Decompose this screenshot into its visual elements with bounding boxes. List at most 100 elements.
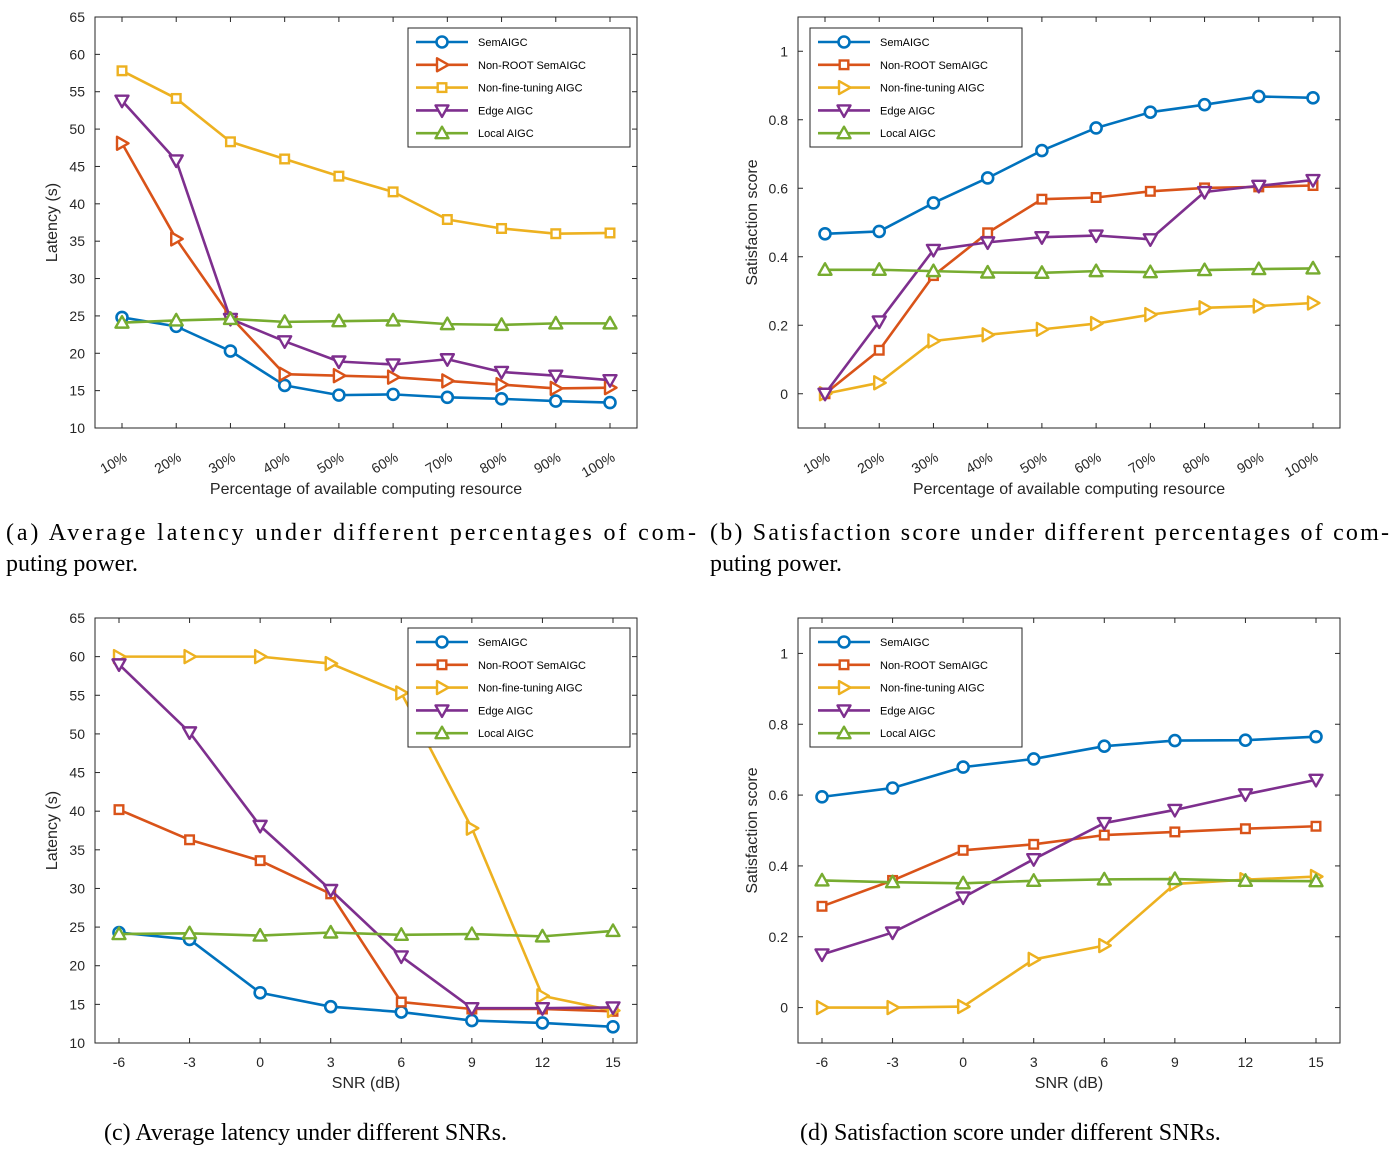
data-point: [1144, 185, 1156, 197]
chart-d: 0 0.2 0.4 0.6 0.8 1 -6 -3 0 3 6 9 12 15 SNR (dB) Satisf…: [744, 617, 1341, 1092]
x-tick-label: 3: [327, 1054, 335, 1070]
y-tick-label: 0.2: [769, 929, 789, 945]
data-point: [332, 388, 346, 402]
series-line: [121, 69, 611, 236]
caption-d: (d) Satisfaction score under different S…: [800, 1120, 1221, 1146]
data-point: [872, 224, 887, 239]
data-point: [323, 883, 339, 898]
series-line: [821, 735, 1317, 799]
data-point: [386, 387, 400, 402]
series-line: [824, 184, 1314, 395]
data-point: [873, 375, 887, 391]
data-point: [1239, 823, 1251, 835]
series-non-fine-tuning-aigc: [815, 868, 1324, 1016]
data-point: [927, 333, 942, 349]
data-point: [393, 950, 409, 965]
series-line: [118, 663, 614, 1010]
data-point: [814, 872, 830, 887]
data-point: [252, 819, 268, 834]
data-point: [925, 263, 942, 278]
data-point: [323, 924, 339, 939]
legend-entry-edge-aigc: Edge AIGC: [880, 705, 935, 717]
x-tick-label: 10%: [97, 449, 129, 477]
y-tick-label: 0.6: [769, 787, 789, 803]
legend-entry-non-fine-tuning-aigc: Non-fine-tuning AIGC: [880, 683, 985, 695]
series-line: [821, 877, 1317, 885]
data-point: [1197, 97, 1212, 112]
x-tick-label: 12: [535, 1054, 551, 1070]
x-tick-label: 50%: [1017, 449, 1049, 477]
legend-marker: [837, 79, 852, 96]
data-point: [815, 790, 829, 804]
y-tick-label: 40: [69, 803, 85, 819]
data-point: [1098, 829, 1110, 841]
data-point: [1169, 826, 1181, 838]
series-non-fine-tuning-aigc: [818, 295, 1321, 402]
plot-area-frame: [797, 16, 1341, 429]
data-point: [1308, 873, 1324, 888]
y-tick-label: 0.4: [769, 858, 789, 874]
data-point: [979, 264, 996, 279]
y-tick-label: 65: [69, 9, 85, 25]
y-tick-label: 25: [69, 308, 85, 324]
legend-marker: [435, 35, 449, 49]
data-point: [1251, 179, 1267, 194]
x-tick-label: 6: [397, 1054, 405, 1070]
data-point: [323, 999, 338, 1014]
y-tick-label: 15: [69, 383, 85, 399]
data-point: [276, 335, 293, 350]
x-tick-label: 100%: [1281, 449, 1320, 481]
data-point: [1026, 852, 1042, 867]
data-point: [550, 228, 562, 240]
series-local-aigc: [814, 871, 1324, 890]
legend-entry-edge-aigc: Edge AIGC: [478, 105, 533, 117]
data-point: [1026, 873, 1042, 887]
chart-c: 10 15 20 25 30 35 40 45 50 55 60 65 -6 -3 0 3 6 9 12 15 SNR …: [44, 610, 638, 1092]
data-point: [1090, 191, 1102, 203]
x-axis-label: SNR (dB): [332, 1075, 400, 1092]
data-point: [115, 135, 130, 151]
x-tick-label: -3: [183, 1054, 196, 1070]
y-axis-label: Latency (s): [44, 183, 61, 262]
data-point: [535, 1016, 550, 1030]
series-line: [118, 929, 614, 938]
data-point: [395, 685, 409, 701]
data-point: [324, 655, 339, 672]
data-point: [1198, 300, 1213, 316]
series-line: [121, 317, 610, 327]
data-point: [605, 923, 621, 938]
y-tick-label: 55: [69, 84, 85, 100]
data-point: [604, 227, 616, 239]
y-tick-label: 0.8: [769, 716, 789, 732]
data-point: [980, 171, 995, 185]
data-point: [114, 314, 130, 329]
x-tick-label: 50%: [314, 449, 346, 477]
x-tick-label: 20%: [151, 449, 183, 477]
data-point: [1143, 105, 1158, 120]
data-point: [183, 648, 198, 665]
series-line: [821, 824, 1317, 908]
data-point: [957, 844, 969, 856]
legend-marker: [434, 725, 450, 740]
series-line: [824, 301, 1314, 396]
legend-marker: [836, 104, 852, 119]
series-line: [119, 655, 614, 1012]
data-point: [386, 369, 401, 385]
y-tick-label: 0.2: [769, 317, 789, 333]
data-point: [602, 315, 618, 330]
data-point: [331, 313, 347, 328]
data-point: [814, 948, 830, 963]
data-point: [331, 355, 347, 370]
data-point: [494, 392, 509, 406]
legend-entry-local-aigc: Local AIGC: [478, 728, 534, 740]
data-point: [956, 998, 971, 1015]
x-tick-label: 70%: [423, 449, 455, 477]
data-point: [1088, 229, 1104, 244]
plot-area-frame: [797, 617, 1341, 1044]
data-point: [385, 358, 401, 373]
data-point: [548, 394, 563, 408]
y-tick-label: 30: [69, 880, 85, 896]
data-point: [536, 988, 551, 1004]
series-semaigc: [112, 925, 620, 1034]
